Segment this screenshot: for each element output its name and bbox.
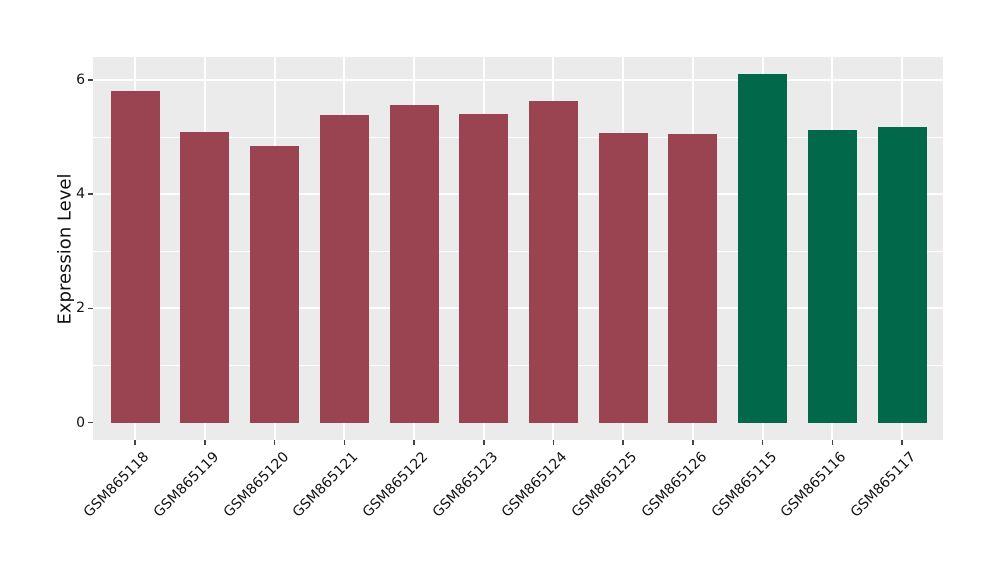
x-tick-label-GSM865126: GSM865126 [638, 449, 711, 521]
gridline-major-y6 [93, 79, 943, 82]
x-tick-mark-GSM865121 [343, 440, 346, 445]
bar-GSM865120 [250, 145, 300, 423]
x-tick-mark-GSM865122 [413, 440, 415, 445]
x-tick-mark-GSM865117 [901, 440, 903, 445]
x-tick-mark-GSM865119 [204, 440, 206, 445]
x-tick-label-GSM865116: GSM865116 [778, 449, 850, 521]
bar-GSM865121 [319, 115, 369, 423]
x-tick-label-GSM865123: GSM865123 [429, 449, 502, 521]
x-tick-label-GSM865124: GSM865124 [499, 449, 571, 521]
gridline-minor-y5 [93, 136, 943, 138]
bar-GSM865115 [738, 74, 788, 423]
y-tick-label-4: 4 [76, 186, 85, 203]
x-tick-label-GSM865118: GSM865118 [80, 449, 153, 521]
x-tick-label-GSM865115: GSM865115 [708, 449, 780, 521]
y-tick-label-0: 0 [76, 414, 85, 431]
x-tick-mark-GSM865123 [483, 440, 485, 445]
bar-GSM865124 [528, 100, 578, 423]
gridline-major-y2 [93, 307, 943, 310]
x-tick-mark-GSM865124 [552, 440, 555, 445]
bar-GSM865119 [180, 131, 230, 423]
x-tick-mark-GSM865120 [273, 440, 276, 445]
bar-GSM865118 [110, 90, 160, 423]
x-tick-mark-GSM865126 [692, 440, 694, 445]
plot-panel [93, 57, 943, 440]
bar-GSM865123 [459, 114, 509, 423]
y-tick-mark-4 [88, 193, 93, 195]
x-tick-label-GSM865125: GSM865125 [568, 449, 641, 521]
x-tick-label-GSM865121: GSM865121 [289, 449, 362, 521]
bar-GSM865126 [668, 134, 718, 423]
bar-GSM865122 [389, 105, 439, 423]
y-tick-label-2: 2 [76, 300, 85, 317]
gridline-minor-y3 [93, 250, 943, 252]
x-tick-label-GSM865119: GSM865119 [150, 449, 223, 521]
gridline-minor-y1 [93, 364, 943, 366]
x-tick-label-GSM865122: GSM865122 [359, 449, 432, 521]
x-tick-label-GSM865117: GSM865117 [847, 449, 920, 521]
gridline-major-y4 [93, 193, 943, 196]
y-tick-mark-0 [88, 421, 93, 424]
bar-GSM865125 [598, 132, 648, 423]
bar-GSM865116 [807, 129, 857, 423]
y-tick-mark-2 [88, 307, 93, 310]
x-tick-mark-GSM865125 [622, 440, 624, 445]
y-tick-label-6: 6 [76, 72, 85, 89]
x-tick-label-GSM865120: GSM865120 [220, 449, 292, 521]
x-tick-mark-GSM865118 [134, 440, 136, 445]
y-tick-mark-6 [88, 79, 93, 81]
x-tick-mark-GSM865116 [831, 440, 834, 445]
x-tick-mark-GSM865115 [761, 440, 764, 445]
bar-GSM865117 [877, 127, 927, 423]
